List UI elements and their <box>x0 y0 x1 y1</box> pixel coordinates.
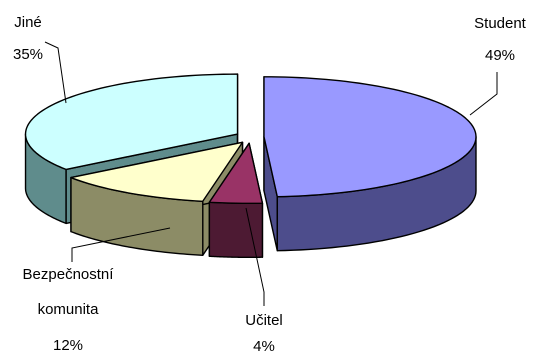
slice-labels: Student 49% Učitel 4% Bezpečnostní komunita 12… <box>13 14 527 355</box>
leader-line-student <box>469 72 498 116</box>
slice-label-jine: Jiné <box>14 14 42 31</box>
slice-value-jine: 35% <box>13 46 43 63</box>
slice-student <box>263 76 477 198</box>
leader-line-jine <box>44 41 67 104</box>
slice-value-bezpecnostni-komunita: 12% <box>53 337 83 354</box>
slice-label-student: Student <box>474 15 527 32</box>
slice-value-student: 49% <box>485 47 515 64</box>
slice-bezpecnostni-komunita <box>70 141 244 202</box>
slice-jine <box>24 73 239 171</box>
leader-lines <box>44 41 498 306</box>
slice-ucitel <box>208 142 264 205</box>
slice-label-bezpecnostni-komunita: Bezpečnostní <box>23 266 115 283</box>
slice-tops <box>24 73 477 205</box>
slice-label-ucitel: Učitel <box>245 312 283 329</box>
leader-line-ucitel <box>245 207 265 306</box>
slice-label-bezpecnostni-komunita: komunita <box>38 301 100 318</box>
leader-line-bezpecnostni-komunita <box>71 227 171 262</box>
slice-value-ucitel: 4% <box>253 338 275 355</box>
